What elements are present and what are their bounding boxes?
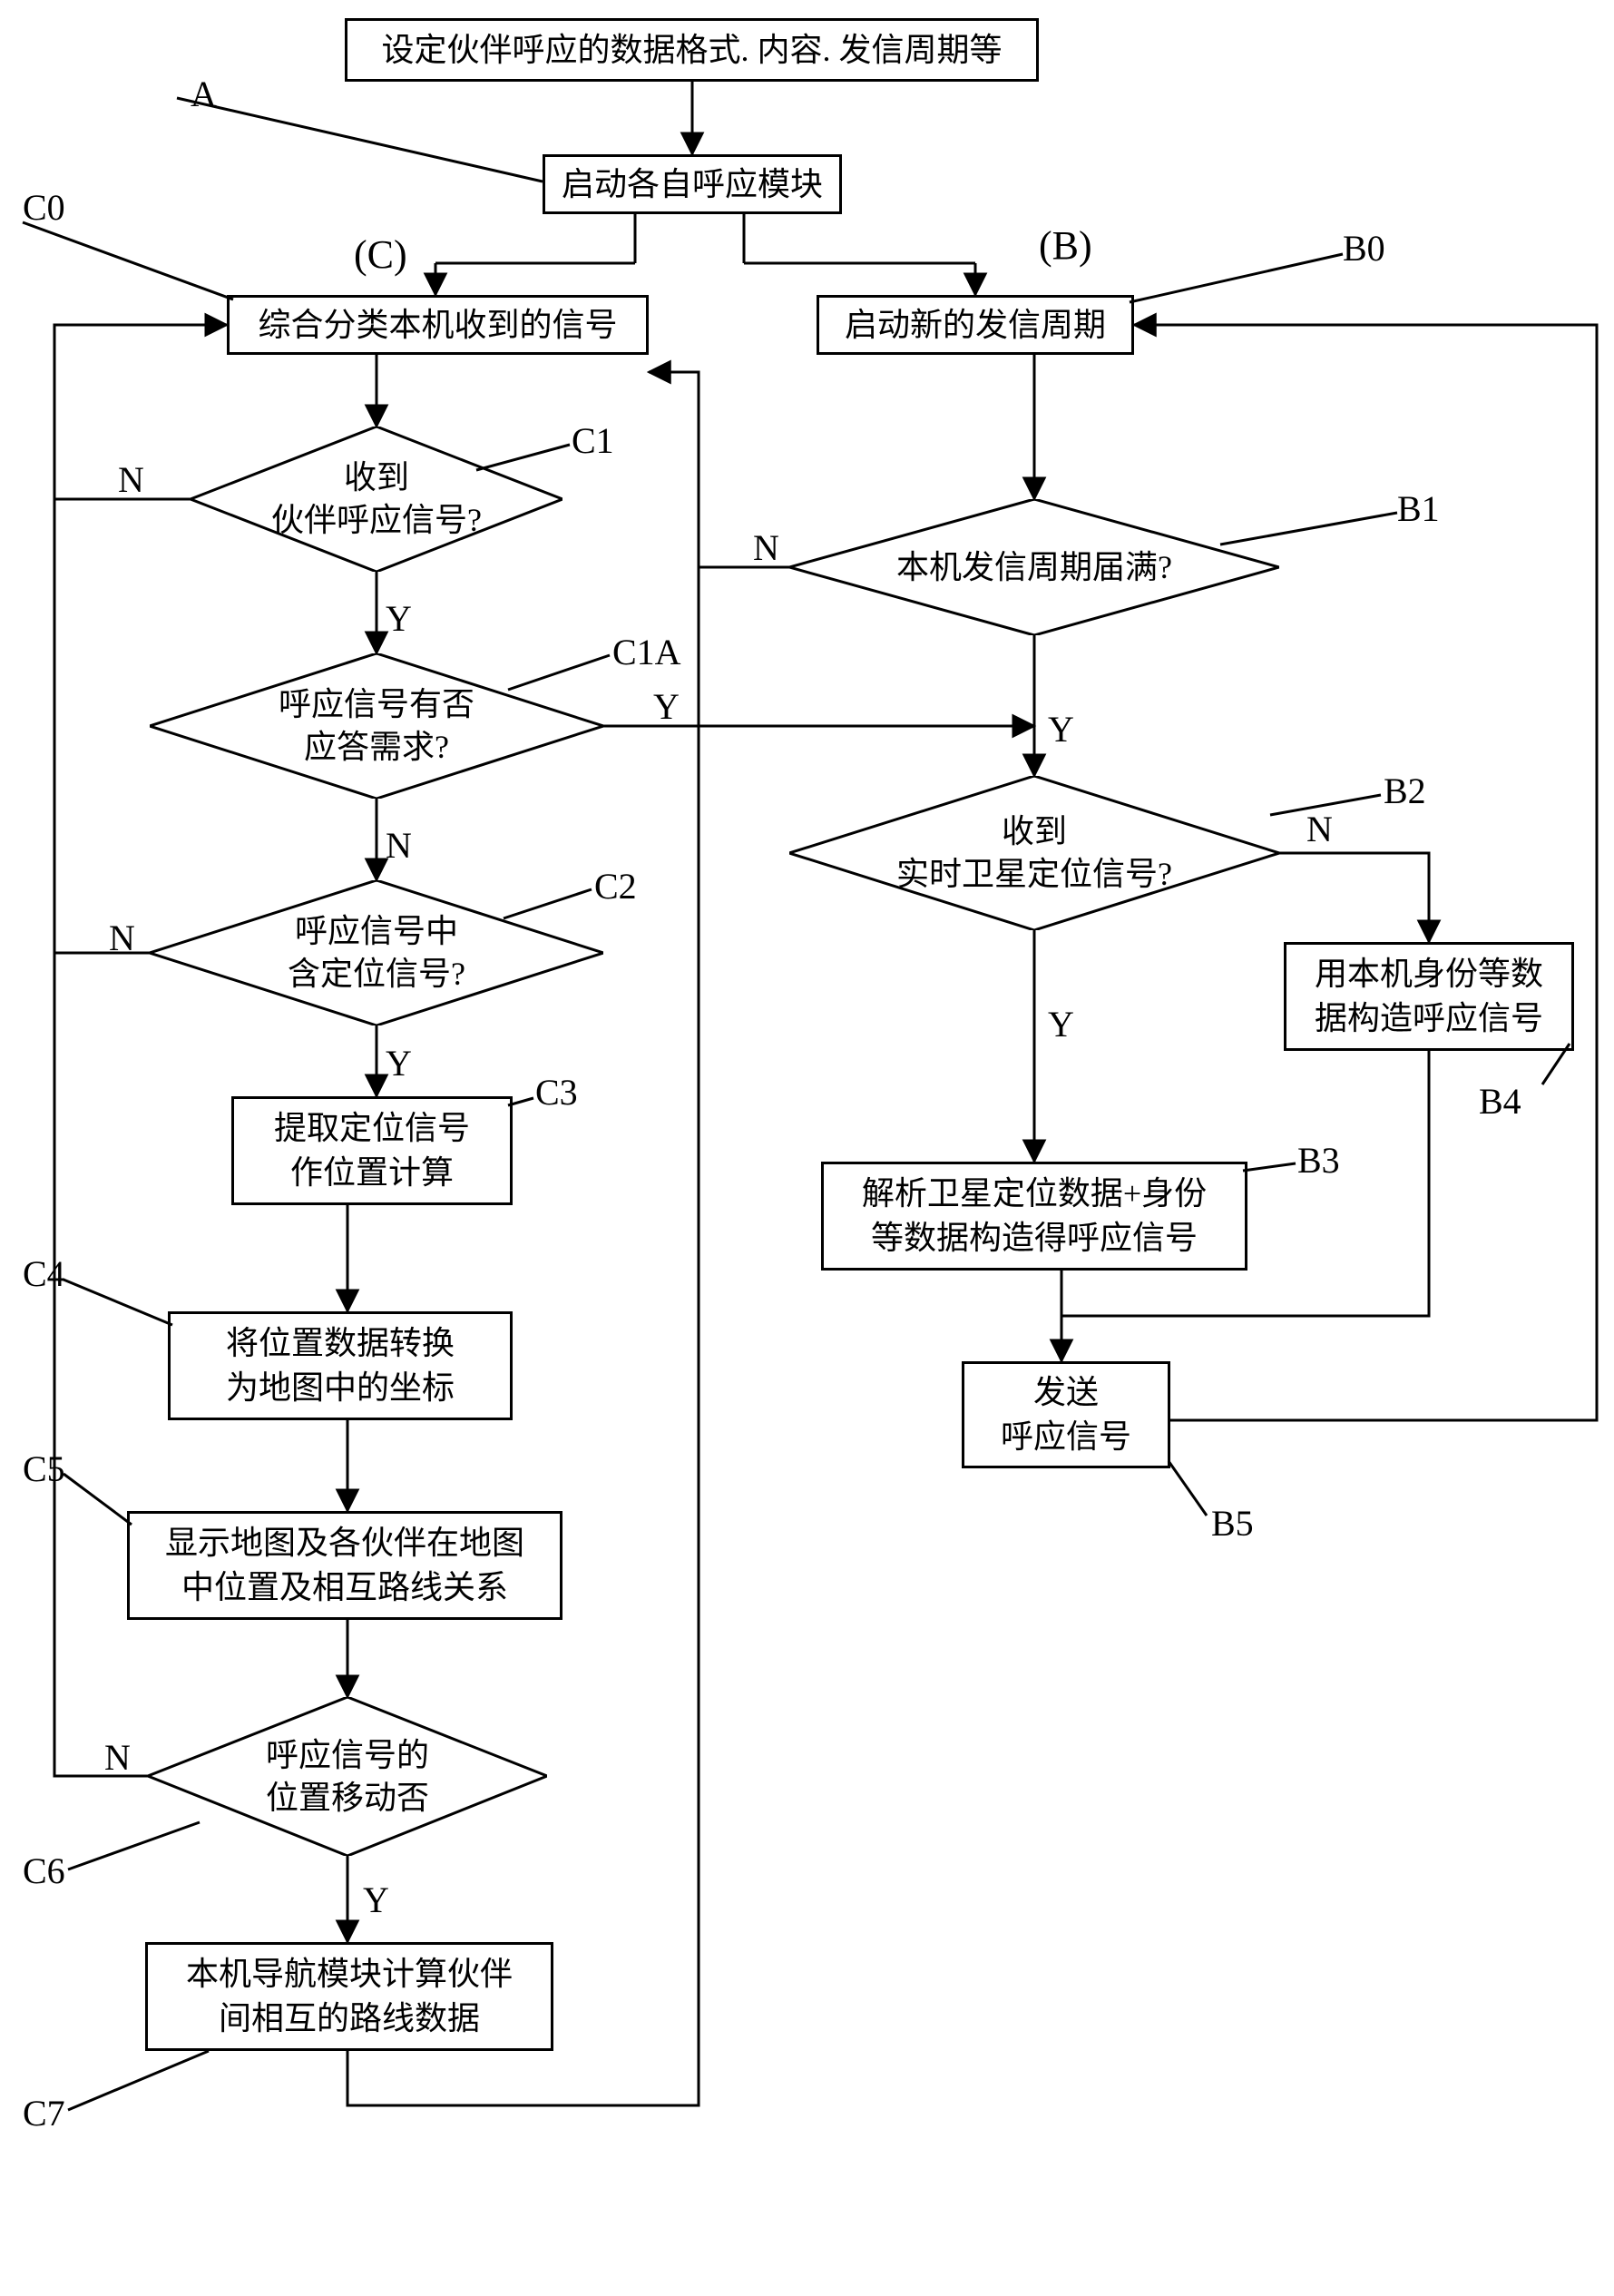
label-b2: B2 — [1384, 770, 1426, 812]
yn-b1-y: Y — [1048, 708, 1074, 751]
yn-c6-y: Y — [363, 1879, 389, 1921]
label-b5: B5 — [1211, 1502, 1254, 1545]
node-c1a-text: 呼应信号有否 应答需求? — [279, 686, 474, 765]
node-b2-text: 收到 实时卫星定位信号? — [896, 813, 1172, 892]
label-c6: C6 — [23, 1850, 65, 1892]
label-c5: C5 — [23, 1447, 65, 1490]
yn-c2-n: N — [109, 917, 135, 959]
yn-c1-y: Y — [386, 597, 412, 640]
node-c3-text: 提取定位信号 作位置计算 — [274, 1106, 470, 1194]
label-b4: B4 — [1479, 1080, 1521, 1123]
node-b0-text: 启动新的发信周期 — [845, 303, 1106, 348]
label-c4: C4 — [23, 1252, 65, 1295]
yn-b2-y: Y — [1048, 1003, 1074, 1045]
node-c6: 呼应信号的 位置移动否 — [148, 1697, 547, 1856]
node-b0: 启动新的发信周期 — [817, 295, 1134, 355]
yn-c1a-n: N — [386, 824, 412, 867]
node-b4-text: 用本机身份等数 据构造呼应信号 — [1315, 952, 1543, 1040]
node-c2: 呼应信号中 含定位信号? — [150, 880, 603, 1025]
node-c6-text: 呼应信号的 位置移动否 — [266, 1737, 429, 1816]
node-c7-text: 本机导航模块计算伙伴 间相互的路线数据 — [186, 1952, 513, 2040]
yn-c6-n: N — [104, 1736, 131, 1779]
label-b1: B1 — [1397, 487, 1440, 530]
node-c1: 收到 伙伴呼应信号? — [191, 427, 562, 572]
yn-c1a-y: Y — [653, 685, 680, 728]
node-b2: 收到 实时卫星定位信号? — [789, 776, 1279, 930]
yn-b1-n: N — [753, 526, 779, 569]
label-section-b: (B) — [1039, 222, 1092, 269]
node-top1-text: 设定伙伴呼应的数据格式. 内容. 发信周期等 — [381, 28, 1002, 73]
node-top2: 启动各自呼应模块 — [543, 154, 842, 214]
node-c1-text: 收到 伙伴呼应信号? — [271, 459, 482, 538]
label-c0: C0 — [23, 186, 65, 229]
label-b3: B3 — [1297, 1139, 1340, 1182]
node-top1: 设定伙伴呼应的数据格式. 内容. 发信周期等 — [345, 18, 1039, 82]
yn-b2-n: N — [1306, 808, 1333, 850]
label-c2: C2 — [594, 865, 637, 908]
label-a: A — [191, 73, 217, 115]
node-c2-text: 呼应信号中 含定位信号? — [288, 913, 465, 992]
node-b4: 用本机身份等数 据构造呼应信号 — [1284, 942, 1574, 1051]
node-b3-text: 解析卫星定位数据+身份 等数据构造得呼应信号 — [862, 1172, 1207, 1260]
node-b1-text: 本机发信周期届满? — [896, 549, 1172, 585]
label-c1: C1 — [572, 419, 614, 462]
label-c1a: C1A — [612, 631, 681, 673]
node-b3: 解析卫星定位数据+身份 等数据构造得呼应信号 — [821, 1162, 1247, 1271]
node-c5-text: 显示地图及各伙伴在地图 中位置及相互路线关系 — [165, 1521, 524, 1609]
node-b5: 发送 呼应信号 — [962, 1361, 1170, 1468]
node-c0-text: 综合分类本机收到的信号 — [258, 303, 617, 348]
label-c7: C7 — [23, 2092, 65, 2134]
node-c1a: 呼应信号有否 应答需求? — [150, 653, 603, 799]
node-c4-text: 将位置数据转换 为地图中的坐标 — [226, 1321, 455, 1409]
label-b0: B0 — [1343, 227, 1385, 270]
label-section-c: (C) — [354, 231, 407, 278]
node-c4: 将位置数据转换 为地图中的坐标 — [168, 1311, 513, 1420]
yn-c1-n: N — [118, 458, 144, 501]
node-b5-text: 发送 呼应信号 — [1001, 1370, 1131, 1458]
node-b1: 本机发信周期届满? — [789, 499, 1279, 635]
node-c7: 本机导航模块计算伙伴 间相互的路线数据 — [145, 1942, 553, 2051]
node-c3: 提取定位信号 作位置计算 — [231, 1096, 513, 1205]
node-c5: 显示地图及各伙伴在地图 中位置及相互路线关系 — [127, 1511, 562, 1620]
yn-c2-y: Y — [386, 1042, 412, 1084]
label-c3: C3 — [535, 1071, 578, 1114]
node-top2-text: 启动各自呼应模块 — [562, 162, 823, 207]
node-c0: 综合分类本机收到的信号 — [227, 295, 649, 355]
